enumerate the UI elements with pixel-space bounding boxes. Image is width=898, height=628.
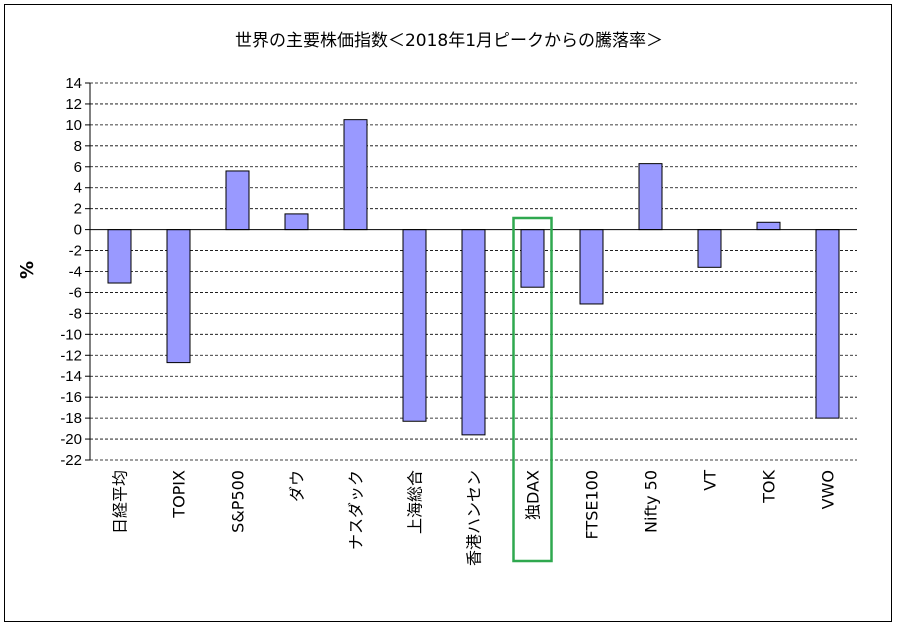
- y-tick-label: 4: [74, 180, 82, 197]
- x-tick-label: TOK: [760, 469, 779, 503]
- x-tick-label: 独DAX: [524, 470, 543, 520]
- bar: [579, 229, 604, 305]
- x-tick-label: VWO: [819, 470, 838, 509]
- x-tick-label: ナスダック: [347, 470, 366, 550]
- x-tick-label: VT: [701, 470, 720, 491]
- bar: [697, 229, 722, 268]
- x-tick-label: S&P500: [229, 470, 248, 533]
- x-tick-label: 上海総合: [406, 470, 425, 534]
- y-tick-label: 10: [65, 117, 82, 134]
- x-tick-label: 香港ハンセン: [465, 470, 484, 566]
- y-axis-label: %: [17, 261, 38, 279]
- x-tick-label: TOPIX: [170, 470, 189, 519]
- x-tick-label: Nifty 50: [642, 470, 661, 533]
- bar: [756, 221, 781, 231]
- chart-title: 世界の主要株価指数＜2018年1月ピークからの騰落率＞: [235, 31, 663, 51]
- x-tick-label: ダウ: [288, 470, 307, 502]
- x-tick-labels: 日経平均 TOPIX S&P500 ダウ ナスダック 上海総合 香港ハンセン 独DAX FTSE…: [111, 469, 838, 566]
- y-tick-label: -22: [60, 452, 82, 469]
- y-tick-label: 6: [74, 159, 82, 176]
- y-tick-label: -20: [60, 431, 82, 448]
- bar: [107, 229, 132, 284]
- bar: [343, 119, 368, 231]
- bar: [284, 213, 309, 231]
- y-tick-label: -4: [69, 264, 82, 281]
- bar: [638, 163, 663, 231]
- bar: [402, 229, 427, 422]
- highlight-group: [512, 216, 553, 563]
- y-tick-label: -10: [60, 326, 82, 343]
- y-tick-label: -12: [60, 347, 82, 364]
- bar: [225, 170, 250, 231]
- bars: [107, 119, 840, 436]
- y-tick-label: 2: [74, 201, 82, 218]
- y-tick-label: -18: [60, 410, 82, 427]
- gridlines: [90, 82, 857, 461]
- bar: [461, 229, 486, 436]
- y-tick-label: -16: [60, 389, 82, 406]
- y-tick-label: -2: [69, 243, 82, 260]
- y-tick-label: -8: [69, 305, 82, 322]
- y-tick-label: 0: [74, 222, 82, 239]
- y-tick-label: 12: [65, 96, 82, 113]
- y-tick-label: 8: [74, 138, 82, 155]
- y-tick-label: 14: [65, 75, 82, 92]
- y-tick-label: -6: [69, 284, 82, 301]
- bar: [166, 229, 191, 364]
- y-tick-label: -14: [60, 368, 82, 385]
- highlight-box: [512, 216, 553, 563]
- bar: [520, 229, 545, 288]
- x-tick-label: FTSE100: [583, 470, 602, 540]
- bar: [815, 229, 840, 419]
- x-tick-label: 日経平均: [111, 470, 130, 534]
